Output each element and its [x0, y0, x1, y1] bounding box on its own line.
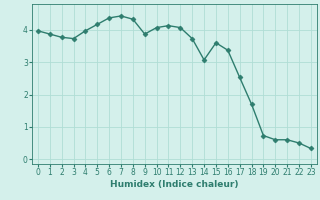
X-axis label: Humidex (Indice chaleur): Humidex (Indice chaleur) [110, 180, 239, 189]
